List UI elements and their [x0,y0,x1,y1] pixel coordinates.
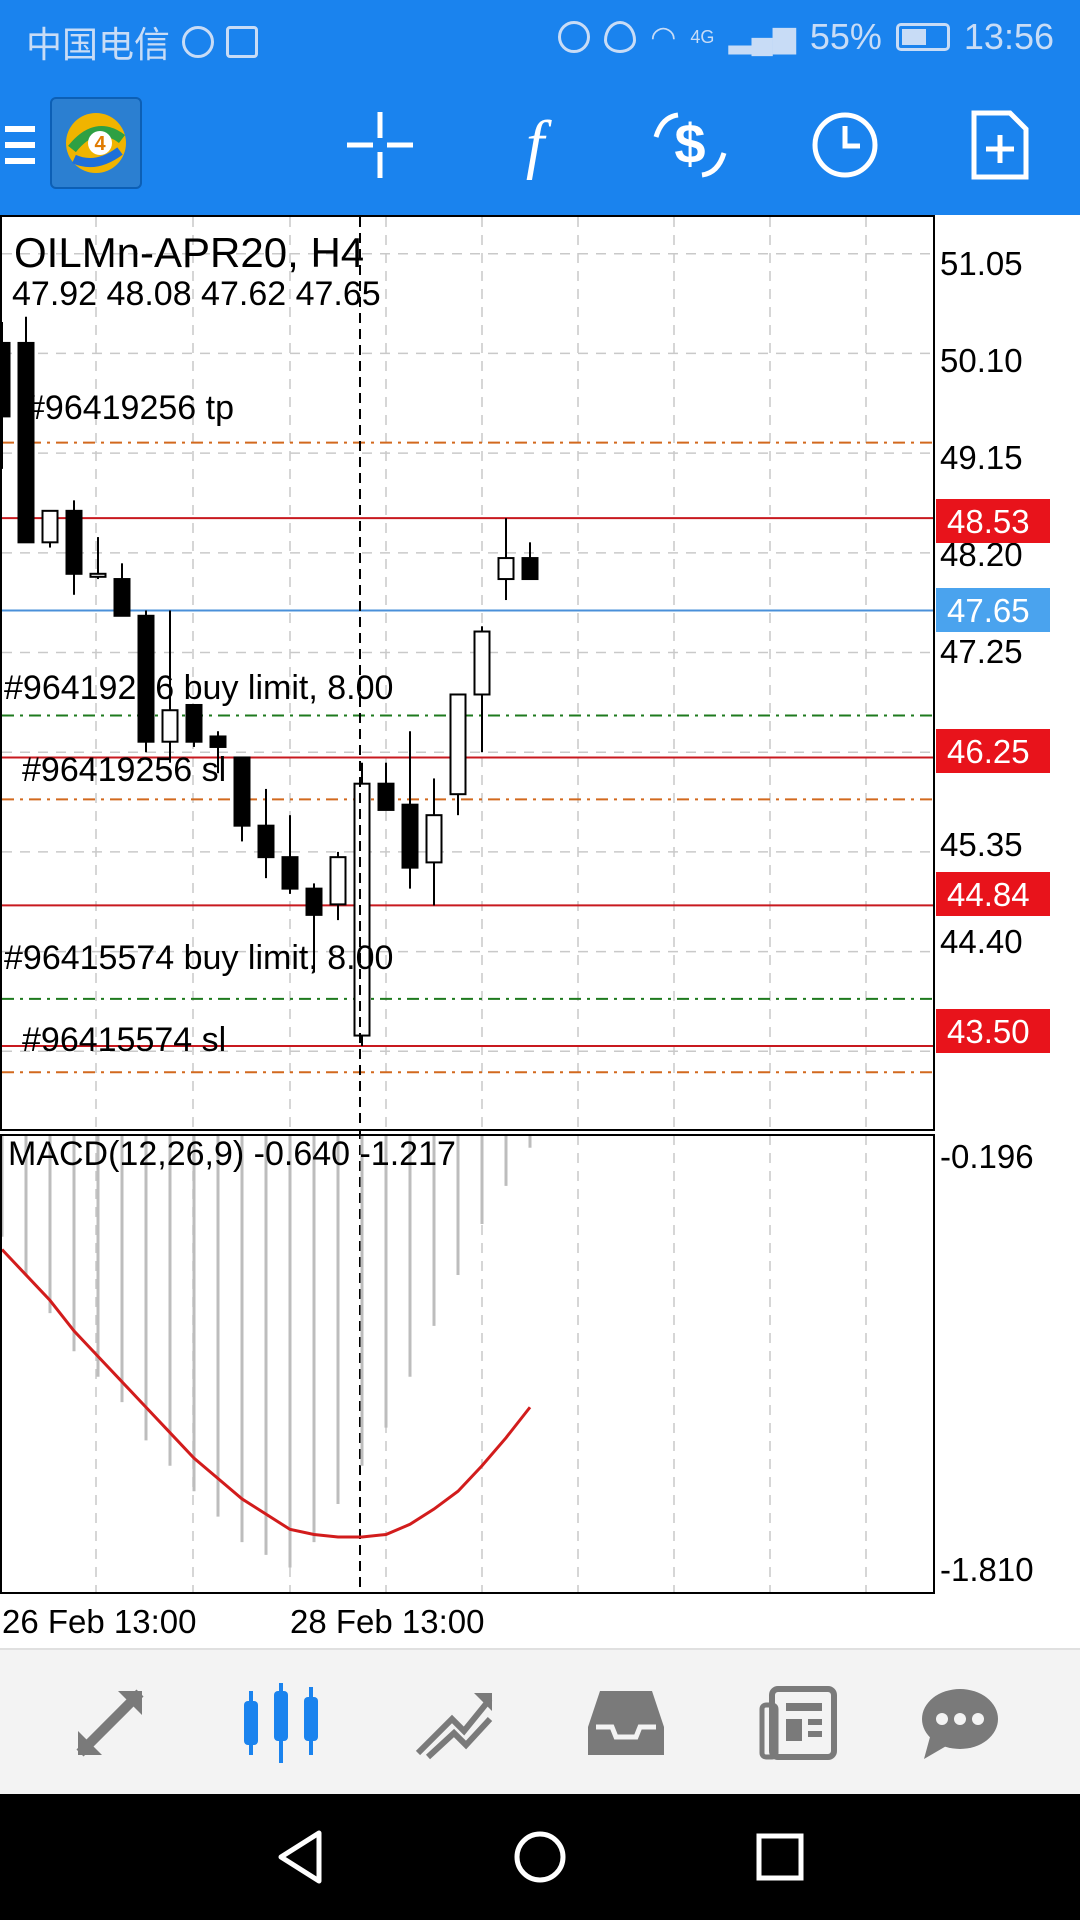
price-tag-46-25: 46.25 [936,729,1050,773]
clock-icon[interactable] [795,75,895,215]
price-chart[interactable]: OILMn-APR20, H4 47.92 48.08 47.62 47.65 … [0,215,1080,1648]
order-label-buy-limit[interactable]: #96419256 buy limit, 8.00 [4,669,393,707]
price-tag-label: 43.50 [947,1013,1030,1050]
candle-up [41,509,59,544]
order-label-sl[interactable]: #96419256 sl [22,751,226,789]
candle-down [113,578,131,617]
price-axis-label: 45.35 [940,826,1023,863]
candle-down [521,557,539,581]
order-label-sl[interactable]: #96415574 sl [22,1021,226,1059]
system-navigation-bar [0,1794,1080,1920]
order-label-tp[interactable]: #96419256 tp [26,389,234,427]
recents-icon[interactable] [720,1794,840,1920]
battery-icon [895,23,950,51]
order-level-lines [2,441,934,1074]
bottom-navigation [0,1648,1080,1794]
app-logo-badge: 4 [94,133,106,155]
news-icon[interactable] [738,1650,858,1796]
trade-dollar-icon[interactable]: $ [640,75,740,215]
macd-panel-border [0,1134,935,1594]
globe-icon [182,26,215,58]
alarm-icon [558,21,591,53]
chart-icon[interactable] [222,1650,342,1796]
indicator-f-icon[interactable]: f [485,75,585,215]
svg-text:$: $ [674,112,705,175]
macd-label: MACD(12,26,9) -0.640 -1.217 [8,1135,456,1173]
time-axis-label: 28 Feb 13:00 [290,1603,485,1640]
price-tag-label: 48.53 [947,503,1030,540]
price-tag-current-price: 47.65 [936,588,1050,632]
candle-down [377,782,395,811]
chart-frame [0,215,935,1594]
price-tag-44-84: 44.84 [936,872,1050,916]
price-axis-label: 44.40 [940,923,1023,960]
signal-icon: ▂▄▆ [728,20,796,54]
candle-up [353,782,371,1037]
price-tag-48-53: 48.53 [936,499,1050,543]
chat-icon[interactable] [900,1650,1020,1796]
price-axis-label: 50.10 [940,342,1023,379]
chart-area[interactable]: OILMn-APR20, H4 47.92 48.08 47.62 47.65 … [0,215,1080,1648]
candle-down [281,856,299,890]
candle-down [17,341,35,544]
candle-up [497,557,515,581]
time-axis-label: 26 Feb 13:00 [2,1603,197,1640]
price-tag-43-50: 43.50 [936,1009,1050,1053]
macd-panel [0,1135,532,1568]
main-panel-border [0,215,935,1131]
candle-down [65,509,83,575]
battery-percent: 55% [809,16,882,57]
candle-up [473,630,491,696]
menu-icon[interactable] [0,75,40,215]
history-icon[interactable] [566,1650,686,1796]
hotspot-icon [226,26,259,58]
candle-down [401,803,419,869]
candle-up [329,856,347,906]
back-icon[interactable] [240,1794,360,1920]
price-axis-label: 49.15 [940,439,1023,476]
status-bar: 中国电信 ◠ 4G ▂▄▆ 55% 13:56 [0,0,1080,75]
price-tag-label: 46.25 [947,733,1030,770]
top-toolbar: 4 f $ [0,75,1080,215]
svg-text:f: f [526,110,552,180]
network-type: 4G [690,26,715,47]
candle-down [209,735,227,748]
home-icon[interactable] [480,1794,600,1920]
quotes-icon[interactable] [50,1650,170,1796]
price-tag-label: 44.84 [947,876,1030,913]
symbol-title: OILMn-APR20, H4 [14,229,364,276]
order-label-buy-limit[interactable]: #96415574 buy limit, 8.00 [4,939,393,977]
eye-icon [604,21,637,53]
app-logo[interactable]: 4 [50,97,142,189]
carrier-label: 中国电信 [26,24,171,65]
candle-down [233,756,251,827]
wifi-icon: ◠ [650,20,677,54]
clock-time: 13:56 [963,16,1054,57]
candle-up [449,693,467,796]
candle-down [305,887,323,916]
candlesticks [0,217,539,1593]
price-axis-label: 47.25 [940,633,1023,670]
candle-up [425,814,443,864]
macd-axis-label: -1.810 [940,1551,1034,1588]
crosshair-icon[interactable] [330,75,430,215]
candle-down [257,824,275,859]
candle-up [89,572,107,578]
new-document-icon[interactable] [950,75,1050,215]
macd-axis-label: -0.196 [940,1138,1034,1175]
candle-up [161,709,179,743]
trade-icon[interactable] [394,1650,514,1796]
ohlc-values: 47.92 48.08 47.62 47.65 [12,275,381,313]
price-axis-label: 51.05 [940,245,1023,282]
candle-down [137,614,155,743]
chart-text: OILMn-APR20, H4 47.92 48.08 47.62 47.65 … [2,229,1050,1640]
candle-down [185,703,203,743]
price-tag-label: 47.65 [947,592,1030,629]
macd-signal-line [0,1248,532,1539]
